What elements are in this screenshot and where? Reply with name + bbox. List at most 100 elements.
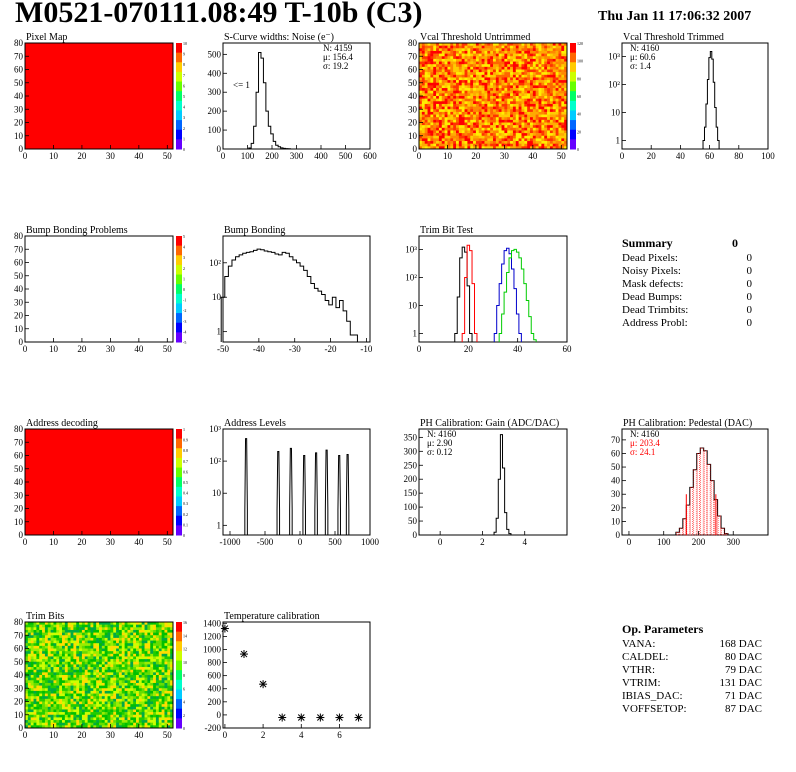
heatmap-cell — [424, 88, 428, 91]
heatmap-cell — [433, 53, 437, 57]
heatmap-cell — [538, 64, 542, 68]
heatmap-cell — [532, 58, 536, 62]
heatmap-cell — [493, 96, 497, 99]
heatmap-cell — [113, 682, 117, 686]
heatmap-cell — [33, 637, 37, 641]
y-tick-label: 20 — [408, 118, 418, 128]
colorbar-tick-label: 0.1 — [183, 522, 188, 527]
heatmap-cell — [521, 106, 525, 110]
op-param-value: 131 DAC — [719, 677, 762, 689]
chart-title: PH Calibration: Pedestal (DAC) — [623, 418, 752, 429]
heatmap-cell — [544, 103, 548, 107]
heatmap-cell — [504, 146, 508, 150]
heatmap-cell — [441, 85, 445, 89]
heatmap-cell — [144, 622, 148, 625]
heatmap-cell — [144, 690, 148, 694]
heatmap-cell — [110, 720, 114, 723]
chart-address-decoding: Address decoding00.10.20.30.40.50.60.70.… — [14, 418, 188, 547]
heatmap-cell — [64, 688, 68, 692]
heatmap-cell — [104, 669, 108, 673]
heatmap-cell — [561, 45, 565, 49]
heatmap-cell — [544, 119, 548, 123]
heatmap-cell — [47, 720, 51, 723]
heatmap-cell — [430, 130, 434, 134]
heatmap-cell — [507, 98, 511, 102]
x-tick-label: 0 — [417, 151, 422, 161]
heatmap-cell — [501, 72, 505, 76]
heatmap-cell — [504, 141, 508, 144]
heatmap-cell — [150, 685, 154, 689]
y-tick-label: 40 — [14, 670, 24, 680]
heatmap-cell — [161, 643, 165, 647]
heatmap-cell — [118, 720, 123, 723]
heatmap-cell — [552, 43, 556, 46]
heatmap-cell — [62, 648, 66, 652]
heatmap-cell — [138, 717, 142, 721]
heatmap-cell — [547, 130, 551, 134]
heatmap-cell — [438, 138, 443, 142]
heatmap-cell — [141, 706, 145, 710]
heatmap-cell — [81, 709, 86, 713]
y-tick-label: 40 — [611, 476, 621, 486]
heatmap-cell — [495, 61, 499, 65]
heatmap-cell — [124, 704, 128, 708]
heatmap-cell — [118, 656, 123, 660]
heatmap-cell — [147, 696, 151, 700]
heatmap-cell — [141, 637, 145, 641]
heatmap-cell — [547, 85, 551, 89]
heatmap-cell — [99, 643, 103, 647]
heatmap-cell — [96, 627, 100, 631]
summary-row: Mask defects: 0 — [622, 278, 752, 291]
heatmap-cell — [518, 80, 522, 84]
colorbar-segment — [570, 139, 576, 150]
heatmap-cell — [59, 672, 63, 676]
heatmap-cell — [158, 704, 162, 708]
heatmap-cell — [467, 141, 471, 144]
heatmap-cell — [90, 675, 94, 678]
y-tick-label: 200 — [208, 106, 222, 116]
heatmap-cell — [495, 98, 499, 102]
heatmap-cell — [547, 117, 551, 121]
heatmap-cell — [535, 130, 539, 134]
heatmap-cell — [79, 722, 83, 726]
heatmap-cell — [39, 661, 43, 665]
heatmap-cell — [475, 141, 480, 144]
heatmap-cell — [561, 80, 565, 84]
heatmap-cell — [116, 675, 120, 678]
heatmap-cell — [67, 635, 71, 639]
heatmap-cell — [81, 672, 86, 676]
heatmap-cell — [510, 53, 514, 57]
heatmap-cell — [50, 664, 54, 668]
heatmap-cell — [170, 712, 174, 716]
heatmap-cell — [561, 56, 565, 60]
heatmap-cell — [498, 64, 502, 68]
heatmap-cell — [76, 698, 80, 702]
stats-line: σ: 19.2 — [323, 61, 348, 71]
heatmap-cell — [76, 664, 80, 668]
heatmap-cell — [53, 667, 57, 670]
heatmap-cell — [39, 696, 43, 700]
heatmap-cell — [501, 90, 505, 94]
heatmap-cell — [464, 103, 468, 107]
heatmap-cell — [144, 667, 148, 670]
heatmap-cell — [141, 635, 145, 639]
heatmap-cell — [79, 696, 83, 700]
heatmap-cell — [62, 712, 66, 716]
heatmap-cell — [73, 709, 77, 713]
heatmap-cell — [110, 704, 114, 708]
heatmap-cell — [473, 109, 477, 113]
heatmap-cell — [512, 111, 517, 115]
y-tick-label: 0 — [217, 144, 222, 154]
heatmap-cell — [555, 96, 559, 99]
heatmap-cell — [504, 90, 508, 94]
heatmap-cell — [81, 624, 86, 628]
heatmap-cell — [538, 96, 542, 99]
heatmap-cell — [133, 622, 137, 625]
heatmap-cell — [564, 138, 568, 142]
heatmap-cell — [421, 90, 425, 94]
heatmap-cell — [101, 682, 105, 686]
heatmap-cell — [564, 125, 568, 129]
heatmap-cell — [87, 622, 91, 625]
heatmap-cell — [487, 66, 491, 70]
